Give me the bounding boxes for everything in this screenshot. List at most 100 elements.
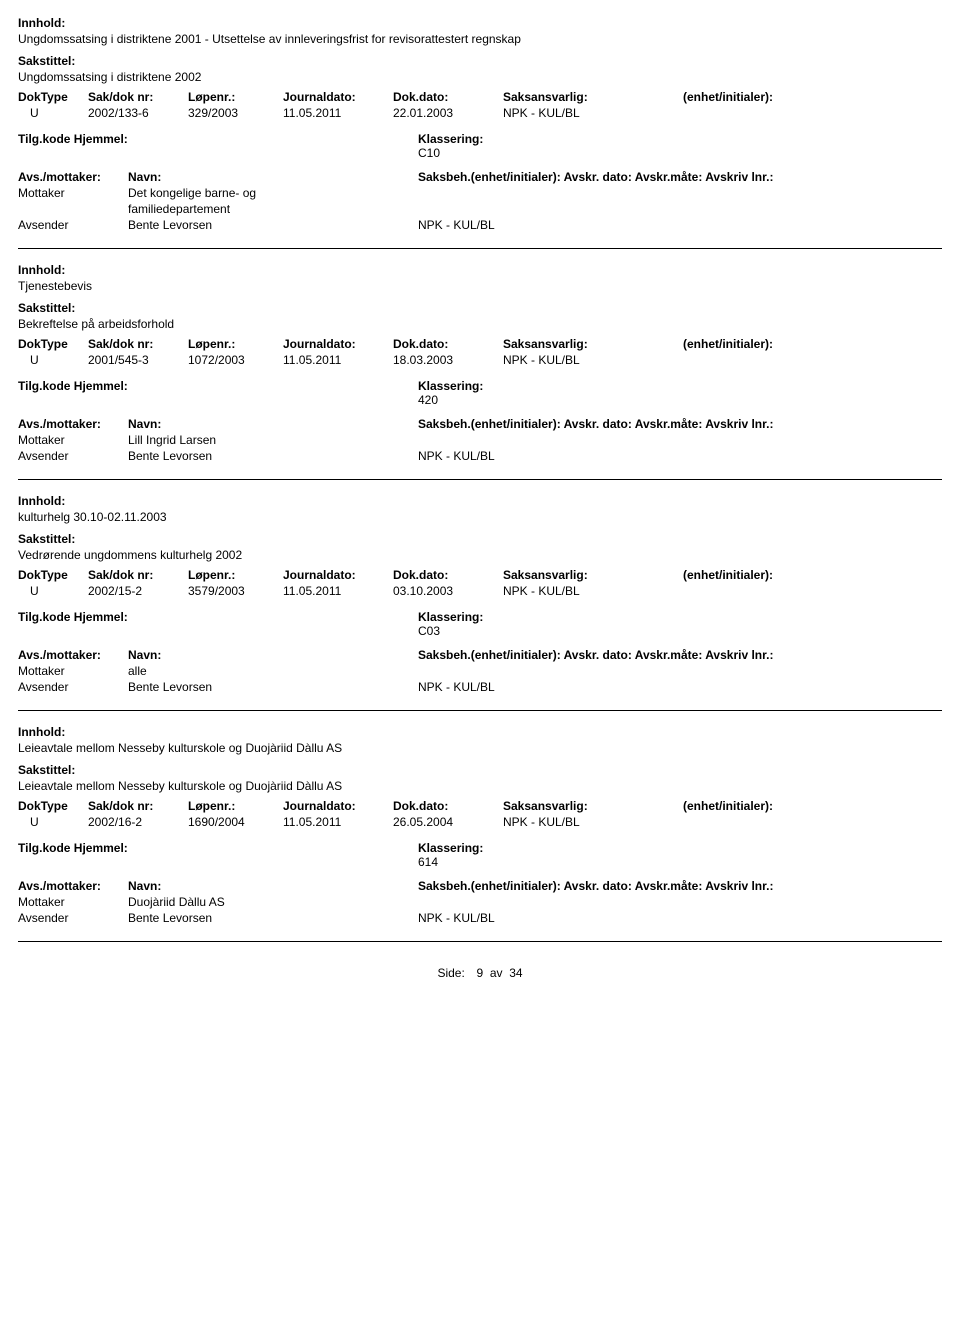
avsender-row: Avsender Bente Levorsen NPK - KUL/BL (18, 911, 942, 925)
innhold-text: Tjenestebevis (18, 279, 942, 293)
avsmottaker-label: Avs./mottaker: (18, 879, 128, 893)
avsender-unit: NPK - KUL/BL (418, 911, 942, 925)
doc-header-row: DokType Sak/dok nr: Løpenr.: Journaldato… (18, 90, 942, 104)
record: Innhold: Ungdomssatsing i distriktene 20… (18, 16, 942, 249)
saksansvarlig-label: Saksansvarlig: (503, 90, 683, 104)
side-label: Side: (437, 966, 464, 980)
mottaker-row: MottakerDuojàriid Dàllu AS (18, 895, 942, 909)
innhold-text: Ungdomssatsing i distriktene 2001 - Utse… (18, 32, 942, 46)
innhold-label: Innhold: (18, 263, 942, 277)
avsmottaker-label: Avs./mottaker: (18, 417, 128, 431)
doktype-value: U (18, 584, 88, 598)
mottaker-label: Mottaker (18, 664, 128, 678)
sakdok-value: 2002/16-2 (88, 815, 188, 829)
mottaker-row: MottakerLill Ingrid Larsen (18, 433, 942, 447)
mottaker-row: familiedepartement (18, 202, 942, 216)
tilgkode-label: Tilg.kode Hjemmel: (18, 841, 418, 855)
mottaker-label: Mottaker (18, 186, 128, 200)
sakstittel-text: Vedrørende ungdommens kulturhelg 2002 (18, 548, 942, 562)
avsender-label: Avsender (18, 449, 128, 463)
avsender-name: Bente Levorsen (128, 911, 418, 925)
sakdoknr-label: Sak/dok nr: (88, 799, 188, 813)
doktype-label: DokType (18, 90, 88, 104)
navn-label: Navn: (128, 170, 418, 184)
sakstittel-label: Sakstittel: (18, 54, 942, 68)
record: Innhold: kulturhelg 30.10-02.11.2003 Sak… (18, 494, 942, 711)
enhet-label: (enhet/initialer): (683, 90, 813, 104)
journaldato-label: Journaldato: (283, 568, 393, 582)
mottaker-label: Mottaker (18, 433, 128, 447)
sakstittel-text: Leieavtale mellom Nesseby kulturskole og… (18, 779, 942, 793)
journaldato-value: 11.05.2011 (283, 584, 393, 598)
klassering-value: 420 (418, 393, 698, 407)
doktype-value: U (18, 815, 88, 829)
avsender-unit: NPK - KUL/BL (418, 449, 942, 463)
enhet-label: (enhet/initialer): (683, 568, 813, 582)
mottaker-block: MottakerDuojàriid Dàllu AS (18, 895, 942, 909)
dokdato-label: Dok.dato: (393, 90, 503, 104)
page-number: 9 (468, 966, 483, 980)
party-header: Avs./mottaker: Navn: Saksbeh.(enhet/init… (18, 648, 942, 662)
party-header: Avs./mottaker: Navn: Saksbeh.(enhet/init… (18, 879, 942, 893)
saksansvarlig-value: NPK - KUL/BL (503, 584, 683, 598)
doc-header-row: DokType Sak/dok nr: Løpenr.: Journaldato… (18, 799, 942, 813)
avsender-label: Avsender (18, 680, 128, 694)
mottaker-name: Det kongelige barne- og (128, 186, 418, 200)
avsender-row: Avsender Bente Levorsen NPK - KUL/BL (18, 680, 942, 694)
klassering-row: Tilg.kode Hjemmel: Klassering: (18, 610, 942, 624)
mottaker-name: Lill Ingrid Larsen (128, 433, 418, 447)
dokdato-label: Dok.dato: (393, 799, 503, 813)
navn-label: Navn: (128, 648, 418, 662)
avsender-label: Avsender (18, 218, 128, 232)
doktype-value: U (18, 106, 88, 120)
innhold-text: kulturhelg 30.10-02.11.2003 (18, 510, 942, 524)
saksansvarlig-label: Saksansvarlig: (503, 799, 683, 813)
mottaker-row: MottakerDet kongelige barne- og (18, 186, 942, 200)
avsender-label: Avsender (18, 911, 128, 925)
klassering-label: Klassering: (418, 132, 698, 146)
party-header: Avs./mottaker: Navn: Saksbeh.(enhet/init… (18, 417, 942, 431)
avsmottaker-label: Avs./mottaker: (18, 648, 128, 662)
dokdato-value: 18.03.2003 (393, 353, 503, 367)
saksbeh-label: Saksbeh.(enhet/initialer): Avskr. dato: … (418, 879, 942, 893)
klassering-row: Tilg.kode Hjemmel: Klassering: (18, 841, 942, 855)
saksbeh-label: Saksbeh.(enhet/initialer): Avskr. dato: … (418, 417, 942, 431)
mottaker-row: Mottakeralle (18, 664, 942, 678)
mottaker-block: MottakerLill Ingrid Larsen (18, 433, 942, 447)
saksansvarlig-label: Saksansvarlig: (503, 568, 683, 582)
sakstittel-label: Sakstittel: (18, 301, 942, 315)
enhet-label: (enhet/initialer): (683, 337, 813, 351)
lopenr-label: Løpenr.: (188, 337, 283, 351)
sakstittel-label: Sakstittel: (18, 763, 942, 777)
avsmottaker-label: Avs./mottaker: (18, 170, 128, 184)
dokdato-value: 22.01.2003 (393, 106, 503, 120)
mottaker-name: Duojàriid Dàllu AS (128, 895, 418, 909)
journaldato-value: 11.05.2011 (283, 353, 393, 367)
dokdato-label: Dok.dato: (393, 337, 503, 351)
klassering-label: Klassering: (418, 379, 698, 393)
journaldato-label: Journaldato: (283, 90, 393, 104)
avsender-row: Avsender Bente Levorsen NPK - KUL/BL (18, 218, 942, 232)
dokdato-value: 03.10.2003 (393, 584, 503, 598)
party-header: Avs./mottaker: Navn: Saksbeh.(enhet/init… (18, 170, 942, 184)
lopenr-label: Løpenr.: (188, 568, 283, 582)
doktype-label: DokType (18, 799, 88, 813)
lopenr-value: 329/2003 (188, 106, 283, 120)
mottaker-name: familiedepartement (128, 202, 418, 216)
tilgkode-label: Tilg.kode Hjemmel: (18, 610, 418, 624)
page-footer: Side: 9 av 34 (18, 966, 942, 980)
mottaker-block: Mottakeralle (18, 664, 942, 678)
sakdoknr-label: Sak/dok nr: (88, 90, 188, 104)
saksansvarlig-value: NPK - KUL/BL (503, 815, 683, 829)
klassering-value: C10 (418, 146, 698, 160)
avsender-name: Bente Levorsen (128, 680, 418, 694)
doktype-label: DokType (18, 568, 88, 582)
avsender-unit: NPK - KUL/BL (418, 218, 942, 232)
doc-value-row: U 2002/16-2 1690/2004 11.05.2011 26.05.2… (18, 815, 942, 829)
journaldato-value: 11.05.2011 (283, 815, 393, 829)
enhet-label: (enhet/initialer): (683, 799, 813, 813)
lopenr-label: Løpenr.: (188, 799, 283, 813)
doc-value-row: U 2002/15-2 3579/2003 11.05.2011 03.10.2… (18, 584, 942, 598)
avsender-row: Avsender Bente Levorsen NPK - KUL/BL (18, 449, 942, 463)
innhold-label: Innhold: (18, 494, 942, 508)
